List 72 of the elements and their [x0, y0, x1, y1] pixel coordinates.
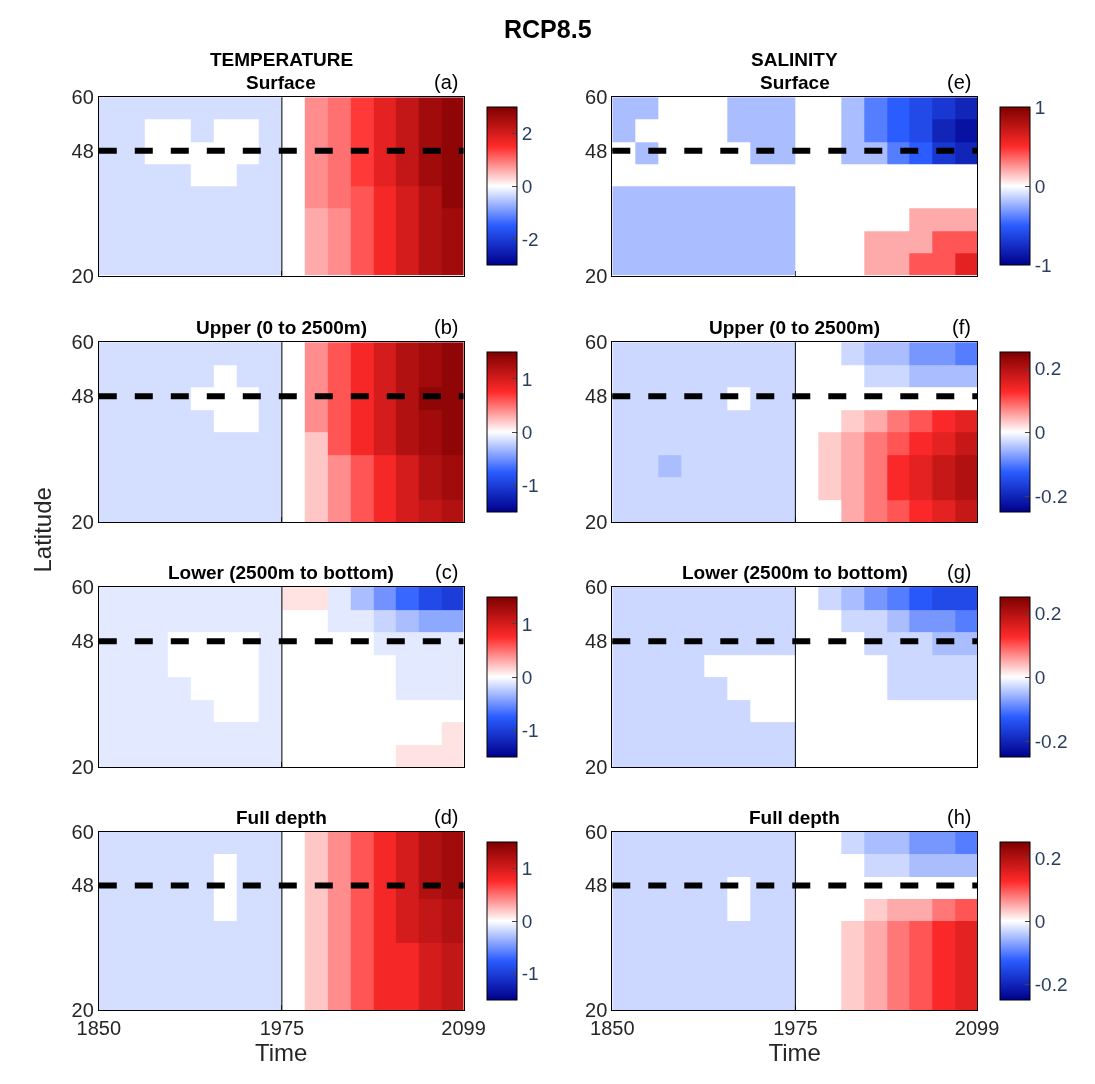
color-bar-label: -0.2: [1034, 730, 1068, 752]
text: (f): [952, 316, 971, 338]
color-bar-label: 0: [1034, 910, 1046, 932]
y-tick-label: 48: [71, 630, 94, 653]
y-tick-label: 20: [585, 756, 608, 779]
y-tick-label: 20: [585, 264, 608, 287]
y-axis-title: Latitude: [29, 487, 57, 573]
color-bar-label: -1: [521, 475, 539, 497]
color-bar-label: 1: [521, 858, 533, 880]
color-bar-label: 0.2: [1034, 847, 1062, 869]
x-axis-title: Time: [254, 1039, 308, 1067]
text: (b): [434, 316, 459, 338]
color-bar-label: -1: [1034, 255, 1052, 277]
text: RCP8.5: [504, 15, 592, 43]
x-tick-label: 1975: [259, 1017, 305, 1040]
color-bar-label: 1: [521, 613, 533, 635]
y-tick-label: 20: [585, 511, 608, 534]
y-tick-label: 60: [71, 820, 94, 843]
chart-title: Lower (2500m to bottom): [168, 562, 394, 583]
text: TEMPERATURE: [210, 49, 354, 70]
x-tick-label: 1975: [773, 1017, 818, 1040]
chart-title: Surface: [246, 72, 316, 93]
y-tick-label: 60: [585, 86, 608, 109]
text: (e): [947, 71, 972, 93]
text: (c): [435, 561, 459, 583]
y-tick-label: 48: [71, 874, 94, 897]
x-tick-label: 2099: [954, 1017, 1000, 1040]
color-bar-label: 0: [521, 910, 533, 932]
chart-title: Lower (2500m to bottom): [682, 562, 908, 583]
y-tick-label: 60: [585, 576, 608, 599]
text: (d): [434, 806, 459, 828]
color-bar-label: 0: [521, 176, 533, 198]
x-tick-label: 2099: [441, 1017, 486, 1040]
y-tick-label: 20: [71, 511, 94, 534]
color-bar-label: -0.2: [1034, 974, 1068, 995]
color-bar-label: 2: [521, 123, 533, 145]
color-bar-label: 0: [521, 421, 533, 443]
color-bar-label: -2: [521, 228, 539, 250]
color-bar-label: -1: [521, 720, 539, 742]
text: SALINITY: [751, 49, 838, 70]
y-tick-label: 48: [585, 874, 608, 897]
color-bar-label: 1: [1034, 97, 1046, 119]
chart-title: Full depth: [236, 807, 327, 828]
y-tick-label: 48: [585, 385, 608, 408]
x-axis-title: Time: [768, 1039, 821, 1067]
chart-title: Full depth: [749, 807, 840, 828]
y-tick-label: 48: [585, 630, 608, 653]
chart-title: Upper (0 to 2500m): [196, 317, 368, 338]
y-tick-label: 60: [71, 576, 94, 599]
y-tick-label: 48: [71, 139, 94, 162]
y-tick-label: 60: [585, 820, 608, 843]
y-tick-label: 48: [585, 139, 608, 162]
color-bar-label: -0.2: [1034, 485, 1068, 507]
color-bar-label: 0: [521, 666, 533, 688]
text: (g): [947, 561, 972, 583]
text: (a): [434, 71, 459, 93]
color-bar-label: 0: [1034, 421, 1046, 443]
color-bar-label: 0.2: [1034, 357, 1062, 379]
color-bar-label: 0: [1034, 176, 1046, 198]
color-bar-label: -1: [521, 963, 539, 985]
chart-title: Upper (0 to 2500m): [709, 317, 881, 338]
text: (h): [947, 806, 972, 828]
y-tick-label: 60: [71, 331, 94, 354]
y-tick-label: 48: [71, 385, 94, 408]
y-tick-label: 60: [71, 86, 94, 109]
color-bar-label: 0.2: [1034, 602, 1062, 624]
chart-title: Surface: [760, 72, 830, 93]
y-tick-label: 60: [585, 331, 608, 354]
y-tick-label: 20: [71, 264, 94, 287]
color-bar-label: 0: [1034, 666, 1046, 688]
color-bar-label: 1: [521, 368, 533, 390]
y-tick-label: 20: [71, 756, 94, 779]
